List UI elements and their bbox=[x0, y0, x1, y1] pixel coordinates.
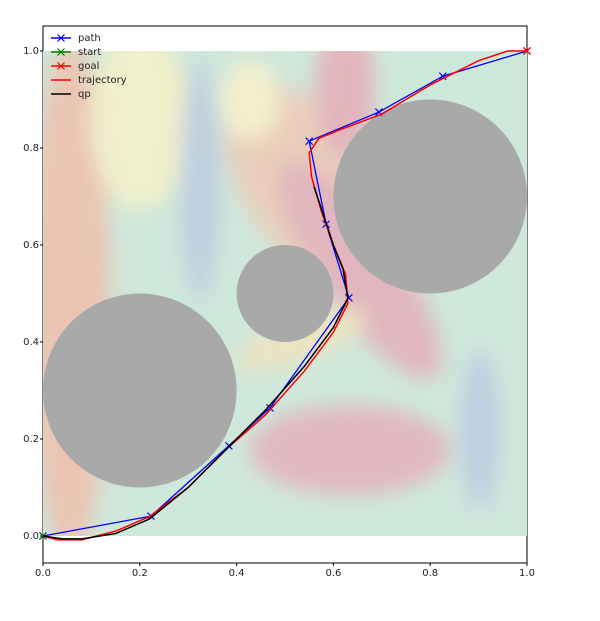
legend-label: start bbox=[78, 47, 101, 58]
legend-label: goal bbox=[78, 61, 99, 72]
x-tick-label: 0.0 bbox=[35, 568, 51, 579]
y-tick-label: 0.8 bbox=[23, 143, 39, 154]
y-tick-label: 0.2 bbox=[23, 434, 39, 445]
obstacle bbox=[333, 99, 527, 294]
marker bbox=[305, 137, 314, 146]
y-tick-label: 0.4 bbox=[23, 337, 39, 348]
series-line bbox=[42, 50, 527, 541]
marker bbox=[438, 72, 447, 81]
x-tick-label: 0.4 bbox=[229, 568, 245, 579]
x-tick-label: 0.8 bbox=[422, 568, 438, 579]
obstacle bbox=[236, 244, 334, 342]
legend-label: path bbox=[78, 33, 101, 44]
marker bbox=[39, 532, 47, 540]
marker bbox=[57, 62, 65, 70]
y-tick-label: 0.6 bbox=[23, 240, 39, 251]
x-tick-label: 1.0 bbox=[519, 568, 535, 579]
obstacle bbox=[43, 293, 237, 488]
marker bbox=[266, 404, 274, 412]
y-tick-label: 0.0 bbox=[23, 531, 39, 542]
legend-label: trajectory bbox=[78, 75, 127, 86]
series-line bbox=[42, 50, 528, 537]
series-line bbox=[42, 186, 349, 540]
x-tick-label: 0.6 bbox=[325, 568, 341, 579]
x-tick-label: 0.2 bbox=[132, 568, 148, 579]
legend-label: qp bbox=[78, 89, 91, 100]
marker bbox=[57, 34, 65, 42]
legend: path start goal trajectory qp bbox=[51, 33, 127, 100]
marker bbox=[57, 48, 65, 56]
y-tick-label: 1.0 bbox=[23, 46, 39, 57]
